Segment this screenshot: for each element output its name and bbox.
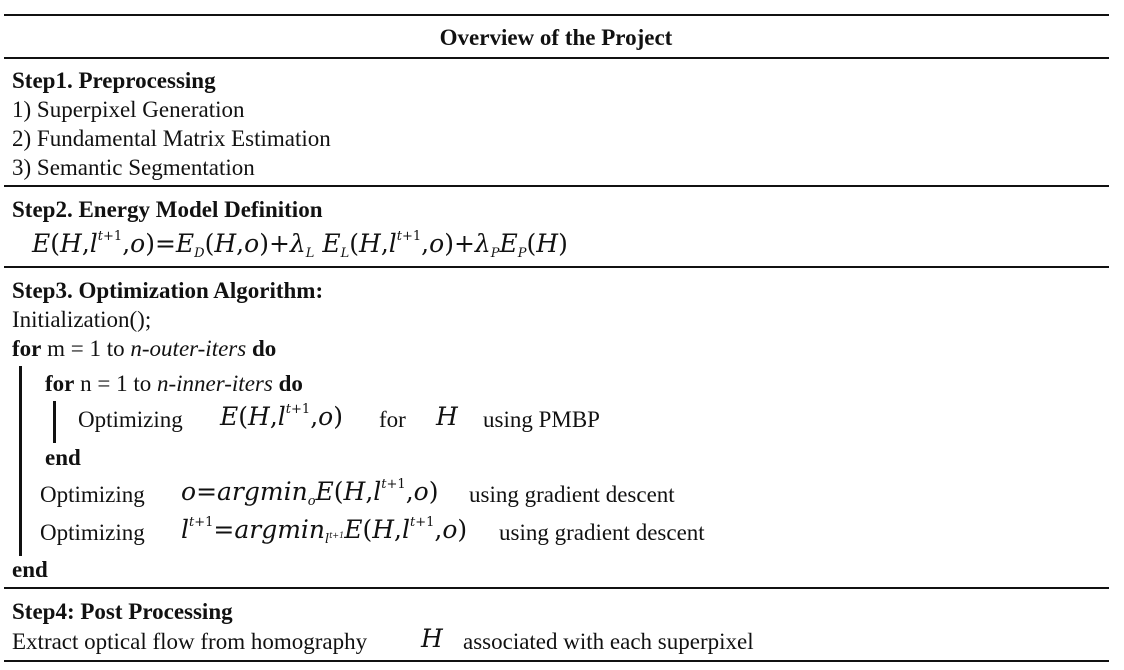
opt-o-prefix: Optimizing <box>40 482 145 507</box>
loop-range: n = 1 to <box>74 371 157 396</box>
step1-item: 3) Semantic Segmentation <box>12 155 255 180</box>
loop-range: m = 1 to <box>41 336 131 361</box>
inner-end: end <box>45 445 81 470</box>
inner-body-expr: E(H,lt+1,o) <box>220 402 343 431</box>
inner-body-suffix: using PMBP <box>483 407 600 432</box>
step1-item: 2) Fundamental Matrix Estimation <box>12 126 331 151</box>
step1-rule <box>4 185 1109 187</box>
outer-loop-bar <box>19 366 22 556</box>
top-rule <box>4 14 1109 16</box>
table-title: Overview of the Project <box>439 25 673 50</box>
outer-end: end <box>12 557 48 582</box>
title-rule <box>4 57 1109 59</box>
inner-for-line: for n = 1 to n-inner-iters do <box>45 372 303 395</box>
step4-text: Extract optical flow from homography <box>12 629 368 654</box>
init-call: Initialization(); <box>12 307 152 332</box>
outer-for-line: for m = 1 to n-outer-iters do <box>12 337 276 360</box>
step4-var: H <box>421 624 443 653</box>
inner-body-for: for <box>379 407 406 432</box>
bottom-rule <box>4 660 1109 662</box>
step1-item: 1) Superpixel Generation <box>12 97 245 122</box>
loop-bound: n-inner-iters <box>157 371 273 396</box>
keyword-do: do <box>278 371 303 396</box>
step3-heading: Step3. Optimization Algorithm: <box>12 278 324 303</box>
step4-heading: Step4: Post Processing <box>12 599 233 624</box>
inner-body-var: H <box>436 402 458 431</box>
keyword-for: for <box>45 371 75 396</box>
step1-heading: Step1. Preprocessing <box>12 68 216 93</box>
opt-l-expr: lt+1=argminlt+1E(H,lt+1,o) <box>181 515 468 547</box>
opt-l-prefix: Optimizing <box>40 520 145 545</box>
loop-bound: n-outer-iters <box>130 336 247 361</box>
step4-suffix: associated with each superpixel <box>463 629 754 654</box>
opt-o-expr: o=argminoE(H,lt+1,o) <box>181 477 439 509</box>
energy-equation: E(H,lt+1,o)=ED(H,o)+λL EL(H,lt+1,o)+λPEP… <box>32 229 568 261</box>
step2-heading: Step2. Energy Model Definition <box>12 197 323 222</box>
opt-l-suffix: using gradient descent <box>499 520 705 545</box>
opt-o-suffix: using gradient descent <box>469 482 675 507</box>
step3-rule <box>4 587 1109 589</box>
inner-loop-bar <box>53 401 56 443</box>
inner-body-text: Optimizing <box>78 407 183 432</box>
step2-rule <box>4 266 1109 268</box>
keyword-do: do <box>251 336 277 361</box>
keyword-for: for <box>12 336 42 361</box>
